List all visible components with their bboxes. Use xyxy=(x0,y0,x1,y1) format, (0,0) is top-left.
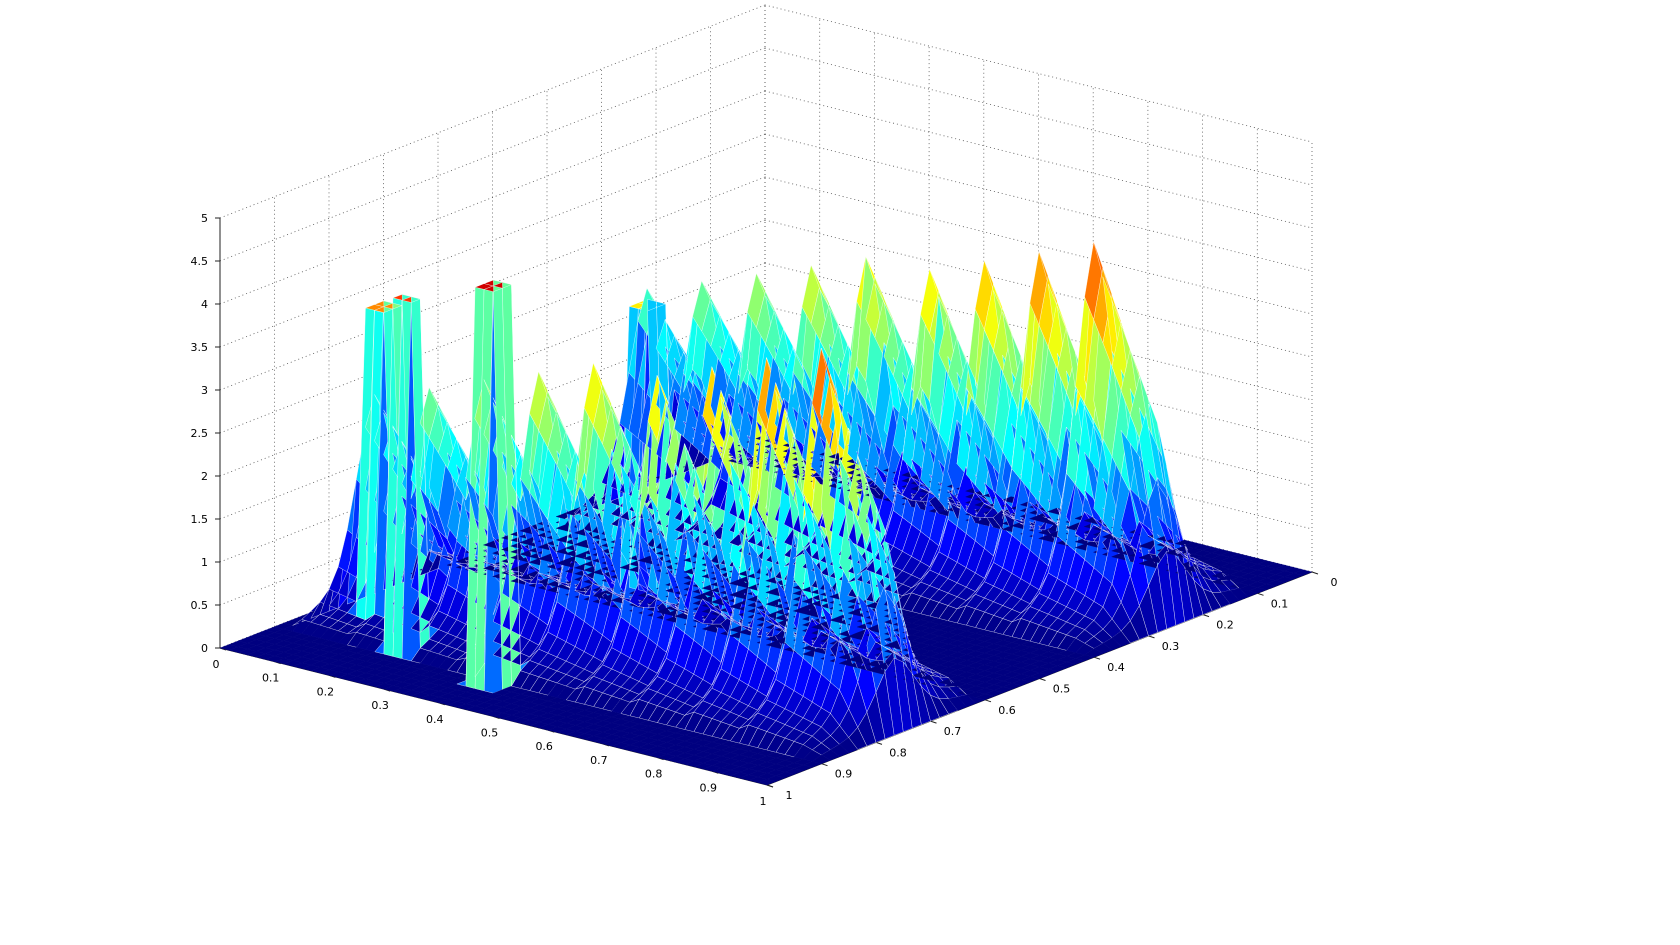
y-tick-mark xyxy=(984,699,992,703)
z-tick-label: 0 xyxy=(201,642,208,655)
y-tick-label: 0 xyxy=(1331,576,1338,589)
z-tick-label: 1 xyxy=(201,556,208,569)
y-tick-label: 0.3 xyxy=(1162,640,1180,653)
grid-line-z xyxy=(764,4,1313,143)
x-tick-label: 0.6 xyxy=(535,740,553,753)
axis-ticks: 0 0.5 1 1.5 2 2.5 3 3.5 4 4.5 5 0 0.1 0.2 0.3 0.4 0.5 0.6… xyxy=(191,212,1338,808)
z-tick-label: 4 xyxy=(201,298,208,311)
y-tick-label: 0.7 xyxy=(944,725,962,738)
x-tick-label: 0 xyxy=(213,658,220,671)
z-tick-label: 4.5 xyxy=(191,255,209,268)
y-tick-mark xyxy=(930,720,937,724)
x-tick-label: 1 xyxy=(760,795,767,808)
y-tick-label: 0.4 xyxy=(1107,661,1125,674)
y-tick-label: 1 xyxy=(786,789,793,802)
y-tick-mark xyxy=(1257,592,1264,596)
x-tick-label: 0.2 xyxy=(317,685,335,698)
x-tick-label: 0.4 xyxy=(426,713,444,726)
y-tick-mark xyxy=(821,763,828,767)
x-tick-label: 0.8 xyxy=(645,768,663,781)
grid-line-z xyxy=(219,47,766,262)
z-tick-label: 1.5 xyxy=(191,513,209,526)
y-tick-label: 0.2 xyxy=(1216,619,1234,632)
grid-line-z xyxy=(764,47,1313,186)
y-tick-mark xyxy=(1202,614,1210,618)
y-tick-mark xyxy=(1039,678,1046,681)
x-tick-label: 0.7 xyxy=(590,754,608,767)
y-tick-mark xyxy=(766,784,774,788)
y-tick-mark xyxy=(875,741,883,745)
surface-patch xyxy=(1293,569,1313,576)
y-tick-mark xyxy=(1093,656,1101,660)
y-tick-label: 0.5 xyxy=(1053,683,1071,696)
y-tick-mark xyxy=(1148,635,1155,639)
z-tick-label: 0.5 xyxy=(191,599,209,612)
z-tick-label: 2.5 xyxy=(191,427,209,440)
z-tick-label: 5 xyxy=(201,212,208,225)
y-tick-label: 0.1 xyxy=(1271,597,1289,610)
z-tick-label: 3 xyxy=(201,384,208,397)
x-tick-label: 0.1 xyxy=(262,672,280,685)
z-tick-label: 3.5 xyxy=(191,341,209,354)
y-tick-label: 0.6 xyxy=(998,704,1016,717)
surface-mesh xyxy=(219,241,1313,786)
y-tick-label: 0.9 xyxy=(835,768,853,781)
grid-line-z xyxy=(219,4,766,219)
x-tick-label: 0.3 xyxy=(371,699,389,712)
z-tick-label: 2 xyxy=(201,470,208,483)
y-tick-mark xyxy=(1311,571,1319,575)
x-tick-label: 0.9 xyxy=(700,781,718,794)
x-tick-label: 0.5 xyxy=(481,727,499,740)
y-tick-label: 0.8 xyxy=(889,746,907,759)
